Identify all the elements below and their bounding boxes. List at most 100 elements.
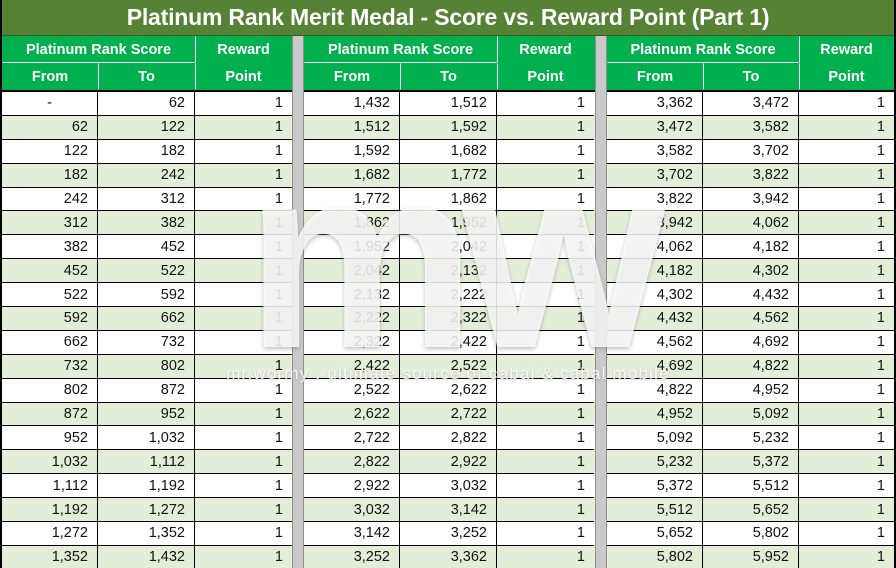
table-cell-to: 3,472 xyxy=(703,92,799,116)
header-from-1: From xyxy=(2,63,98,90)
table-cell-from: 1,192 xyxy=(2,498,98,523)
table-cell-reward-point: 1 xyxy=(497,403,594,427)
table-cell-from: 452 xyxy=(2,259,98,284)
table-row: 5,232 5,372 1 xyxy=(607,450,894,475)
table-row: 662 732 1 xyxy=(2,330,292,355)
table-cell-reward-point: 1 xyxy=(195,116,292,140)
table-cell-reward-point: 1 xyxy=(195,235,292,260)
table-cell-reward-point: 1 xyxy=(497,355,594,379)
table-cell-from: 1,272 xyxy=(2,522,98,546)
table-cell-reward-point: 1 xyxy=(799,522,894,546)
table-cell-reward-point: 1 xyxy=(497,211,594,236)
table-cell-reward-point: 1 xyxy=(497,92,594,116)
header-reward-line2-2: Point xyxy=(497,63,594,90)
table-cell-to: 1,432 xyxy=(98,545,195,568)
header-row-top-1: Platinum Rank Score Reward xyxy=(2,36,292,63)
table-row: 592 662 1 xyxy=(2,307,292,331)
table-row: 1,592 1,682 1 xyxy=(304,139,595,164)
table-row: 3,032 3,142 1 xyxy=(304,498,595,523)
table-cell-from: 242 xyxy=(2,187,98,212)
table-cell-to: 732 xyxy=(98,330,195,355)
table-row: 2,422 2,522 1 xyxy=(304,354,595,379)
table-cell-reward-point: 1 xyxy=(497,235,594,260)
table-cell-reward-point: 1 xyxy=(195,474,292,499)
table-cell-reward-point: 1 xyxy=(799,355,894,379)
header-row-top-3: Platinum Rank Score Reward xyxy=(607,36,894,63)
table-cell-to: 522 xyxy=(98,259,195,284)
table-cell-reward-point: 1 xyxy=(799,331,894,355)
table-cell-to: 1,272 xyxy=(98,498,195,523)
header-score-group-3: Platinum Rank Score xyxy=(607,36,799,63)
table-cell-reward-point: 1 xyxy=(799,307,894,331)
header-score-group-2: Platinum Rank Score xyxy=(304,36,497,63)
table-cell-from: 3,032 xyxy=(304,498,400,523)
header-reward-line1-1: Reward xyxy=(195,36,292,63)
header-from-2: From xyxy=(304,63,400,90)
table-cell-from: 1,352 xyxy=(2,545,98,568)
table-row: 312 382 1 xyxy=(2,211,292,236)
page-title-bar: Platinum Rank Merit Medal - Score vs. Re… xyxy=(2,0,894,36)
header-to-1: To xyxy=(98,63,195,90)
table-row: 182 242 1 xyxy=(2,163,292,188)
table-row: 1,512 1,592 1 xyxy=(304,115,595,140)
table-cell-from: 1,432 xyxy=(304,92,400,116)
table-cell-reward-point: 1 xyxy=(799,259,894,284)
table-cell-to: 1,772 xyxy=(400,163,497,188)
table-cell-reward-point: 1 xyxy=(195,283,292,308)
header-reward-line1-2: Reward xyxy=(497,36,594,63)
table-row: 2,922 3,032 1 xyxy=(304,474,595,499)
table-cell-to: 5,802 xyxy=(703,522,799,546)
table-row: 452 522 1 xyxy=(2,259,292,284)
table-cell-to: 1,862 xyxy=(400,187,497,212)
table-row: 2,522 2,622 1 xyxy=(304,378,595,403)
table-cell-to: 4,692 xyxy=(703,330,799,355)
table-cell-from: 662 xyxy=(2,330,98,355)
table-cell-from: 952 xyxy=(2,426,98,451)
table-row: 3,702 3,822 1 xyxy=(607,163,894,188)
page-title: Platinum Rank Merit Medal - Score vs. Re… xyxy=(126,4,770,30)
table-row: 4,562 4,692 1 xyxy=(607,330,894,355)
table-cell-to: 2,622 xyxy=(400,378,497,403)
table-cell-reward-point: 1 xyxy=(195,379,292,403)
table-cell-from: 732 xyxy=(2,354,98,379)
table-cell-from: 592 xyxy=(2,307,98,331)
table-row: 4,062 4,182 1 xyxy=(607,235,894,260)
table-cell-from: 1,592 xyxy=(304,139,400,164)
table-cell-reward-point: 1 xyxy=(799,283,894,308)
table-row: 62 122 1 xyxy=(2,115,292,140)
table-row: 522 592 1 xyxy=(2,283,292,308)
table-cell-from: 1,512 xyxy=(304,115,400,140)
table-cell-to: 1,512 xyxy=(400,92,497,116)
table-cell-from: 122 xyxy=(2,139,98,164)
table-cell-reward-point: 1 xyxy=(799,116,894,140)
table-row: 2,622 2,722 1 xyxy=(304,402,595,427)
table-cell-to: 1,032 xyxy=(98,426,195,451)
table-cell-from: 2,622 xyxy=(304,402,400,427)
table-cell-from: - xyxy=(2,92,98,116)
table-row: 5,372 5,512 1 xyxy=(607,474,894,499)
table-cell-to: 2,132 xyxy=(400,259,497,284)
table-cell-reward-point: 1 xyxy=(799,498,894,523)
table-cell-reward-point: 1 xyxy=(497,474,594,499)
table-cell-reward-point: 1 xyxy=(497,498,594,523)
table-cell-to: 3,582 xyxy=(703,115,799,140)
table-row: -62 1 xyxy=(2,92,292,116)
table-cell-to: 662 xyxy=(98,307,195,331)
table-cell-reward-point: 1 xyxy=(497,283,594,308)
table-row: 872 952 1 xyxy=(2,402,292,427)
table-cell-reward-point: 1 xyxy=(497,546,594,568)
table-header-2: Platinum Rank Score Reward From To Point xyxy=(304,36,595,90)
table-cell-from: 182 xyxy=(2,163,98,188)
table-cell-reward-point: 1 xyxy=(799,474,894,499)
table-row: 1,272 1,352 1 xyxy=(2,522,292,546)
table-cell-to: 802 xyxy=(98,354,195,379)
table-cell-from: 5,512 xyxy=(607,498,703,523)
table-cell-from: 5,652 xyxy=(607,522,703,546)
table-cell-from: 3,702 xyxy=(607,163,703,188)
table-row: 4,432 4,562 1 xyxy=(607,307,894,331)
table-cell-from: 5,372 xyxy=(607,474,703,499)
table-cell-to: 4,822 xyxy=(703,354,799,379)
table-row: 5,802 5,952 1 xyxy=(607,545,894,568)
table-cell-from: 4,562 xyxy=(607,330,703,355)
